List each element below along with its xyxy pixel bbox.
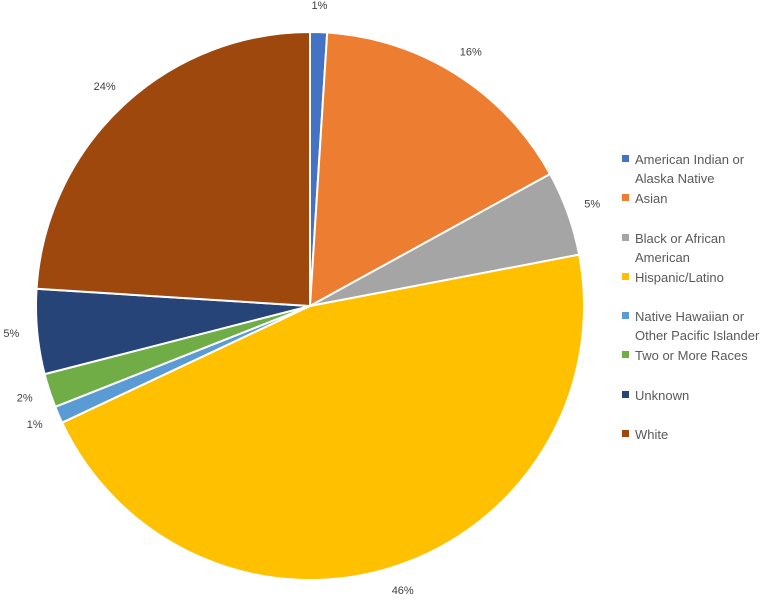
legend-item: Unknown bbox=[622, 386, 776, 425]
legend-label: Black or African American bbox=[635, 230, 726, 265]
legend-label: American Indian or Alaska Native bbox=[635, 152, 745, 186]
pie-slice bbox=[60, 253, 585, 581]
data-label: 5% bbox=[3, 328, 19, 340]
data-label: 1% bbox=[311, 0, 327, 12]
legend-item: Native Hawaiian or Other Pacific Islande… bbox=[622, 307, 776, 346]
legend-label: Unknown bbox=[635, 387, 690, 403]
legend-swatch bbox=[622, 351, 629, 359]
legend-label: Asian bbox=[635, 191, 668, 207]
legend-swatch bbox=[622, 233, 629, 241]
legend-label: Two or More Races bbox=[635, 348, 748, 364]
legend-item: Two or More Races bbox=[622, 346, 776, 385]
legend-item: Black or African American bbox=[622, 229, 776, 268]
legend-item: Hispanic/Latino bbox=[622, 268, 776, 307]
data-label: 1% bbox=[27, 419, 43, 431]
legend-swatch bbox=[622, 155, 629, 162]
legend: American Indian or Alaska Native Asian Bla… bbox=[622, 150, 776, 464]
legend-item: White bbox=[622, 425, 776, 464]
legend-swatch bbox=[622, 194, 629, 202]
pie-slice bbox=[35, 30, 311, 308]
legend-label: White bbox=[635, 427, 669, 443]
legend-swatch bbox=[622, 312, 629, 320]
legend-item: Asian bbox=[622, 189, 776, 228]
legend-label: Hispanic/Latino bbox=[635, 269, 724, 285]
legend-label: Native Hawaiian or Other Pacific Islande… bbox=[635, 309, 760, 344]
pie-slice bbox=[308, 31, 552, 308]
legend-swatch bbox=[622, 390, 629, 398]
data-label: 2% bbox=[17, 393, 33, 405]
data-label: 24% bbox=[94, 81, 116, 93]
data-label: 5% bbox=[584, 198, 600, 210]
data-label: 46% bbox=[392, 585, 414, 597]
legend-swatch bbox=[622, 272, 629, 280]
data-label: 16% bbox=[460, 47, 482, 59]
legend-swatch bbox=[622, 430, 629, 438]
legend-item: American Indian or Alaska Native bbox=[622, 150, 776, 189]
